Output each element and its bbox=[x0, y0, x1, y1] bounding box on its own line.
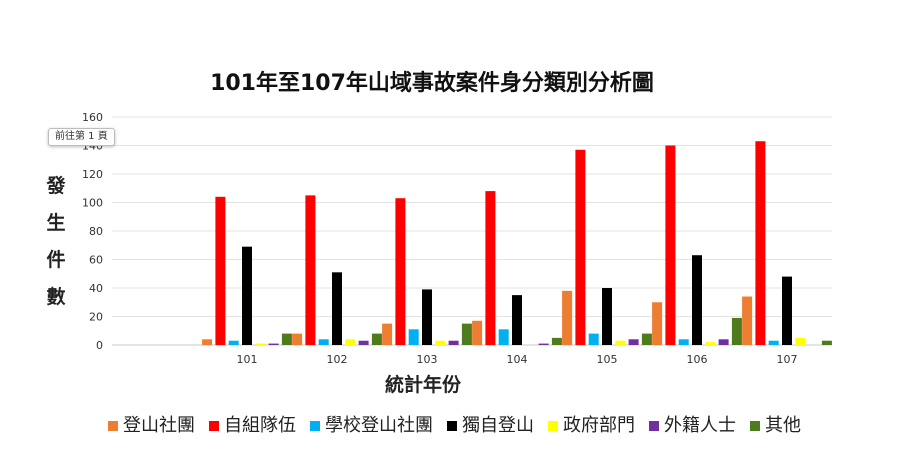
bar bbox=[268, 343, 279, 345]
bar bbox=[448, 340, 459, 345]
bar bbox=[435, 340, 446, 345]
bar bbox=[782, 276, 792, 345]
bar bbox=[768, 340, 779, 345]
bar bbox=[628, 339, 639, 345]
x-tick-label: 102 bbox=[327, 353, 348, 366]
legend-label: 其他 bbox=[765, 415, 801, 436]
bar bbox=[472, 320, 483, 345]
x-tick-label: 101 bbox=[237, 353, 258, 366]
bar bbox=[731, 317, 742, 345]
bar bbox=[215, 196, 226, 345]
legend-label: 政府部門 bbox=[563, 415, 635, 436]
bar bbox=[718, 339, 729, 345]
bar bbox=[382, 323, 393, 345]
bar bbox=[371, 333, 382, 345]
x-tick-label: 103 bbox=[417, 353, 438, 366]
x-axis-ticks: 101 102 103 104 105 106 107 bbox=[237, 353, 798, 366]
bar bbox=[705, 342, 716, 345]
y-tick-label: 100 bbox=[82, 197, 103, 210]
y-tick-label: 40 bbox=[89, 282, 103, 295]
x-tick-label: 104 bbox=[507, 353, 528, 366]
legend: 登山社團 自組隊伍 學校登山社團 獨自登山 政府部門 外籍人士 其他 bbox=[108, 415, 801, 436]
bar bbox=[538, 343, 549, 345]
bar bbox=[318, 339, 329, 345]
bar bbox=[485, 191, 496, 345]
bar bbox=[202, 339, 213, 345]
y-tick-label: 60 bbox=[89, 254, 103, 267]
bar bbox=[512, 295, 522, 345]
bar bbox=[602, 288, 612, 345]
legend-label: 學校登山社團 bbox=[325, 415, 433, 436]
bar bbox=[332, 272, 342, 345]
bar bbox=[795, 337, 806, 345]
y-tick-label: 80 bbox=[89, 225, 103, 238]
legend-label: 登山社團 bbox=[123, 415, 195, 436]
chart-title: 101年至107年山域事故案件身分類別分析圖 bbox=[210, 70, 654, 96]
x-axis-title: 統計年份 bbox=[385, 373, 462, 396]
bar bbox=[358, 340, 369, 345]
bar bbox=[281, 333, 292, 345]
y-tick-label: 0 bbox=[96, 339, 103, 352]
x-tick-label: 105 bbox=[597, 353, 618, 366]
bar bbox=[408, 329, 419, 345]
bar bbox=[242, 246, 252, 345]
bar bbox=[292, 333, 303, 345]
bar bbox=[615, 340, 626, 345]
legend-swatch bbox=[447, 421, 457, 431]
gridlines bbox=[112, 116, 832, 346]
bar bbox=[498, 329, 509, 345]
bar bbox=[305, 195, 316, 345]
bar bbox=[692, 255, 702, 345]
bar bbox=[228, 340, 239, 345]
bar bbox=[395, 198, 406, 345]
bar bbox=[821, 340, 832, 345]
legend-label: 自組隊伍 bbox=[224, 415, 296, 436]
bar bbox=[422, 289, 432, 345]
bar bbox=[461, 323, 472, 345]
legend-swatch bbox=[310, 421, 320, 431]
bar bbox=[551, 337, 562, 345]
bar bbox=[255, 343, 266, 345]
legend-swatch bbox=[548, 421, 558, 431]
bar bbox=[588, 333, 599, 345]
bar bbox=[742, 296, 753, 345]
bars bbox=[202, 141, 832, 345]
bar bbox=[641, 333, 652, 345]
y-tick-label: 20 bbox=[89, 311, 103, 324]
bar bbox=[755, 141, 766, 345]
legend-swatch bbox=[108, 421, 118, 431]
legend-swatch bbox=[649, 421, 659, 431]
y-axis-title: 發生件數 bbox=[45, 174, 66, 308]
legend-swatch bbox=[750, 421, 760, 431]
x-tick-label: 107 bbox=[777, 353, 798, 366]
legend-label: 獨自登山 bbox=[462, 415, 534, 436]
bar bbox=[665, 145, 676, 345]
bar bbox=[345, 339, 356, 345]
y-tick-label: 120 bbox=[82, 168, 103, 181]
legend-swatch bbox=[209, 421, 219, 431]
bar bbox=[652, 302, 663, 345]
legend-label: 外籍人士 bbox=[664, 415, 736, 436]
page-tooltip: 前往第 1 頁 bbox=[48, 128, 115, 146]
bar bbox=[575, 149, 586, 345]
bar bbox=[678, 339, 689, 345]
y-tick-label: 160 bbox=[82, 111, 103, 124]
bar bbox=[562, 290, 573, 345]
x-tick-label: 106 bbox=[687, 353, 708, 366]
